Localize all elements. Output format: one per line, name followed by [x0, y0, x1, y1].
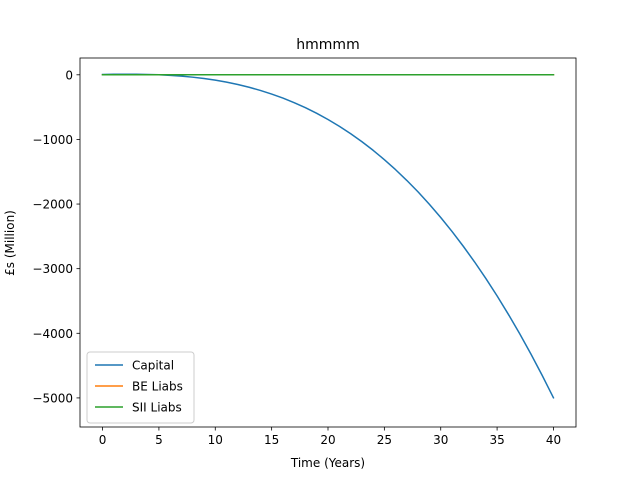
- x-tick-label: 5: [155, 433, 163, 447]
- legend: Capital BE Liabs SII Liabs: [86, 351, 195, 424]
- x-tick-label: 35: [489, 433, 504, 447]
- x-tick-label: 15: [264, 433, 279, 447]
- y-tick-label: −4000: [32, 327, 73, 341]
- legend-label-be-liabs: BE Liabs: [132, 380, 183, 394]
- x-tick-label: 30: [433, 433, 448, 447]
- x-tick-label: 10: [208, 433, 223, 447]
- y-tick-label: 0: [65, 68, 73, 82]
- series-line-capital: [101, 73, 555, 399]
- plot-area: [79, 57, 577, 428]
- chart-title: hmmmm: [296, 37, 359, 53]
- x-tick-label: 0: [99, 433, 107, 447]
- legend-label-sii-liabs: SII Liabs: [132, 401, 182, 415]
- x-tick-label: 40: [546, 433, 561, 447]
- legend-label-capital: Capital: [132, 359, 174, 373]
- x-tick-label: 20: [320, 433, 335, 447]
- y-axis-title: £s (Million): [3, 210, 17, 276]
- y-tick-label: −5000: [32, 391, 73, 405]
- y-tick-label: −2000: [32, 198, 73, 212]
- y-tick-label: −3000: [32, 262, 73, 276]
- y-tick-label: −1000: [32, 133, 73, 147]
- x-axis-title: Time (Years): [290, 456, 365, 470]
- x-tick-label: 25: [377, 433, 392, 447]
- y-axis: 0 −1000 −2000 −3000 −4000 −5000: [32, 68, 80, 405]
- x-axis: 0 5 10 15 20 25 30 35 40: [99, 427, 561, 447]
- legend-box: [86, 351, 195, 424]
